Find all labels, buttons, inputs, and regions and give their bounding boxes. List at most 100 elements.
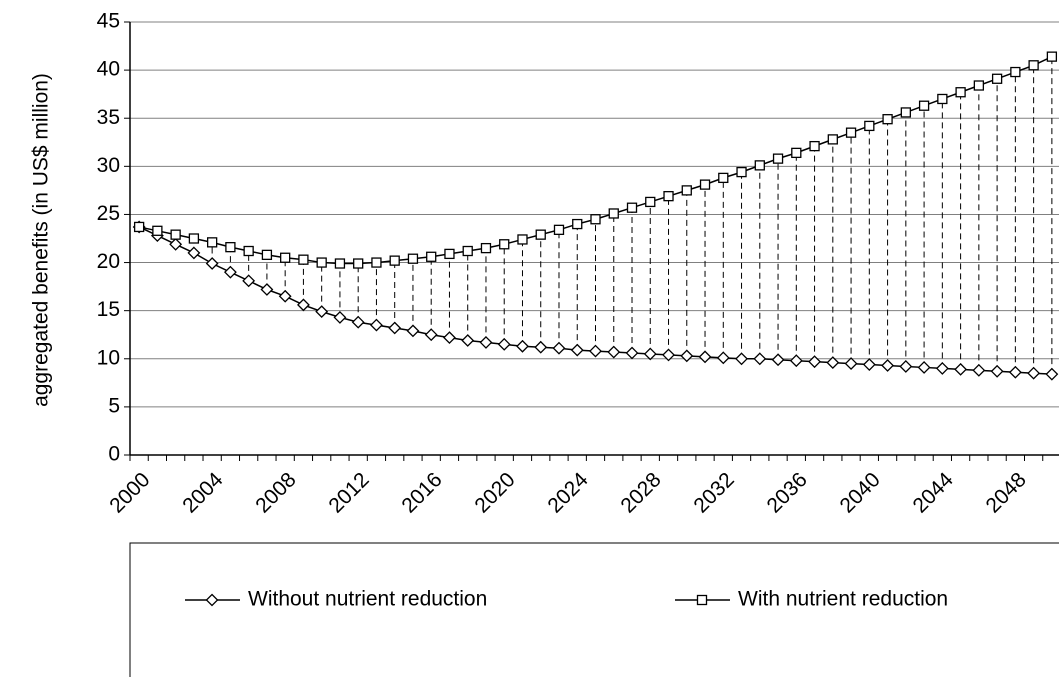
data-point: [298, 254, 309, 265]
data-point: [698, 350, 712, 364]
x-tick-label: 2048: [982, 468, 1031, 517]
x-tick-label: 2032: [689, 468, 738, 517]
y-tick-label: 45: [97, 10, 120, 33]
data-point: [297, 298, 310, 312]
data-point: [205, 257, 219, 270]
data-point: [1027, 366, 1041, 380]
data-point: [589, 344, 602, 358]
data-point: [497, 337, 511, 351]
y-tick-label: 30: [97, 154, 120, 177]
data-point: [754, 160, 765, 171]
data-point: [973, 80, 985, 91]
data-point: [772, 153, 784, 164]
y-tick-label: 10: [97, 346, 120, 369]
data-point: [351, 315, 365, 329]
y-tick-label: 20: [97, 250, 120, 273]
data-point: [954, 362, 968, 376]
legend-marker: [696, 594, 708, 606]
data-point: [388, 321, 402, 335]
y-tick-label: 40: [97, 58, 120, 81]
data-point: [882, 114, 893, 125]
data-point: [771, 353, 785, 367]
x-tick-label: 2044: [909, 468, 959, 518]
data-point: [643, 347, 657, 361]
data-point: [808, 355, 821, 369]
data-point: [881, 359, 894, 372]
data-point: [315, 305, 329, 319]
y-tick-label: 35: [97, 106, 120, 129]
data-point: [462, 245, 473, 257]
x-tick-label: 2024: [543, 468, 593, 518]
data-point: [370, 318, 383, 332]
data-point: [827, 134, 838, 145]
x-tick-label: 2008: [251, 468, 300, 517]
data-point: [845, 127, 857, 138]
data-point: [406, 324, 420, 338]
data-point: [809, 140, 820, 152]
legend-box: [129, 542, 1059, 677]
data-point: [223, 265, 237, 279]
data-point: [552, 341, 566, 355]
data-point: [990, 364, 1004, 378]
data-point: [188, 233, 200, 244]
data-point: [534, 340, 548, 354]
data-point: [735, 352, 748, 366]
data-point: [662, 348, 675, 362]
x-tick-label: 2028: [616, 468, 665, 517]
data-point: [789, 354, 803, 368]
data-point: [1028, 60, 1039, 71]
data-point: [844, 357, 858, 371]
data-point: [900, 107, 911, 118]
data-point: [1008, 365, 1022, 379]
data-point: [826, 356, 840, 370]
data-point: [479, 336, 493, 349]
data-point: [917, 361, 931, 374]
data-point: [480, 242, 492, 254]
data-point: [187, 246, 201, 260]
data-point: [152, 225, 163, 236]
data-point: [1045, 367, 1059, 381]
data-point: [371, 257, 382, 268]
data-point: [862, 358, 876, 371]
data-point: [716, 351, 730, 365]
data-point: [663, 191, 674, 202]
data-point: [461, 334, 475, 347]
data-point: [680, 349, 694, 363]
data-point: [572, 218, 583, 230]
data-point: [170, 229, 181, 240]
data-point: [736, 166, 747, 178]
x-tick-label: 2004: [178, 468, 228, 518]
data-point: [316, 257, 327, 268]
data-point: [225, 242, 236, 253]
data-point: [517, 234, 528, 245]
data-point: [1010, 66, 1021, 78]
data-point: [864, 120, 875, 132]
series-line: [138, 55, 1053, 265]
data-point: [937, 93, 948, 105]
data-point: [791, 147, 802, 159]
y-tick-label: 5: [108, 394, 120, 417]
data-point: [278, 289, 292, 303]
x-tick-label: 2036: [762, 468, 811, 517]
data-point: [570, 343, 584, 357]
data-point: [516, 339, 529, 353]
x-tick-label: 2000: [105, 468, 154, 517]
data-point: [918, 100, 930, 111]
data-point: [133, 221, 145, 233]
data-point: [334, 258, 346, 269]
data-point: [718, 172, 729, 184]
data-point: [389, 255, 400, 266]
data-point: [608, 208, 619, 219]
data-point: [424, 328, 438, 342]
y-tick-label: 25: [97, 202, 120, 225]
data-point: [681, 185, 692, 196]
data-point: [407, 253, 419, 264]
data-point: [261, 249, 273, 261]
data-point: [243, 245, 254, 257]
data-point: [753, 352, 767, 366]
data-point: [426, 251, 437, 262]
data-point: [625, 346, 639, 360]
x-tick-label: 2012: [324, 468, 373, 517]
data-point: [280, 252, 291, 263]
data-point: [955, 87, 966, 98]
